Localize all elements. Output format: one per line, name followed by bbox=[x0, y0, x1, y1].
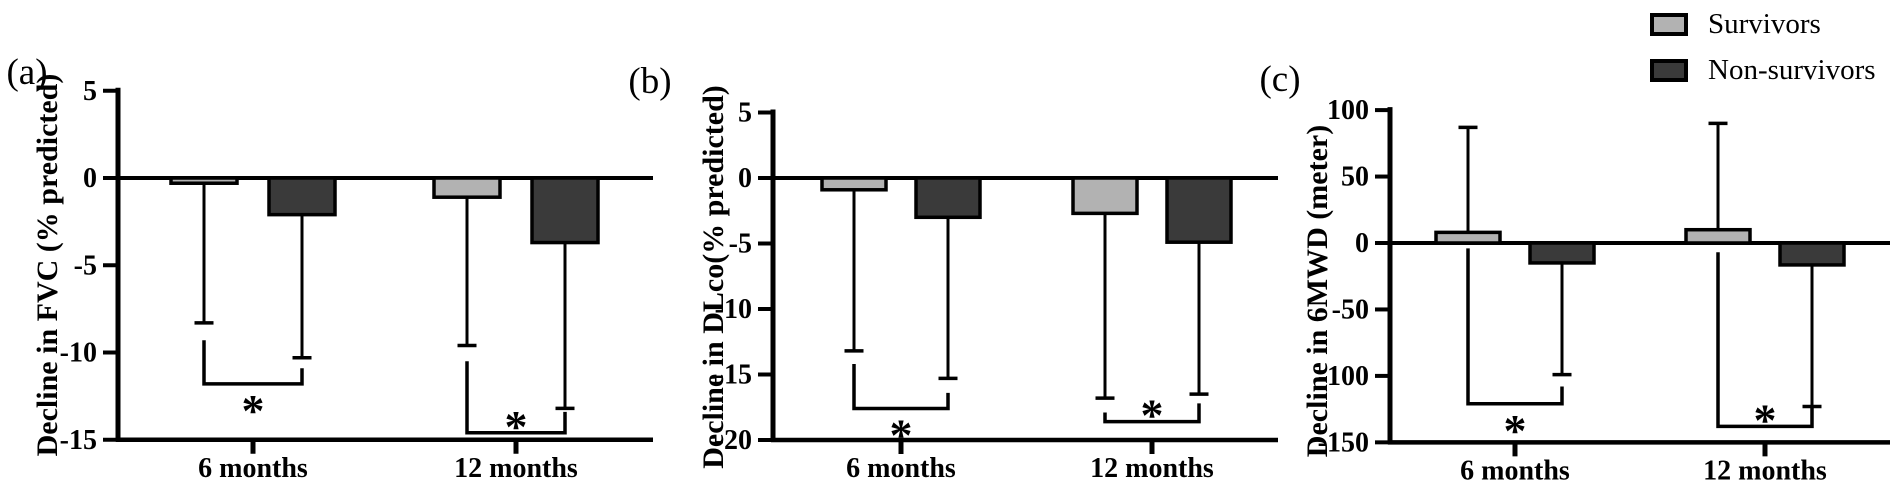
y-tick-label-50: 50 bbox=[1341, 162, 1369, 193]
y-tick-label--20: -20 bbox=[715, 425, 752, 456]
legend-label-non-survivors: Non-survivors bbox=[1708, 54, 1876, 86]
bar-non-survivors-6-months bbox=[1528, 241, 1596, 265]
y-tick-label--10: -10 bbox=[715, 294, 752, 325]
significance-bracket-12-months bbox=[1103, 403, 1201, 424]
y-tick-label--50: -50 bbox=[1332, 294, 1369, 325]
panel-b: * * 5 0 -5 -10 -15 -20 6 months 12 months bbox=[715, 98, 1278, 484]
bar-survivors-12-months bbox=[432, 176, 502, 199]
panel-a-label: (a) bbox=[6, 52, 47, 93]
panel-b-label: (b) bbox=[628, 61, 671, 102]
x-tick-label-12-months: 12 months bbox=[454, 453, 578, 484]
bar-survivors-6-months bbox=[1434, 230, 1502, 245]
y-tick-label--15: -15 bbox=[60, 425, 97, 456]
significance-bracket-6-months bbox=[202, 340, 304, 386]
x-tick-label-6-months: 6 months bbox=[1460, 455, 1570, 486]
legend-swatch-survivors bbox=[1650, 13, 1688, 36]
y-tick-label-5: 5 bbox=[83, 76, 97, 107]
y-tick-label--100: -100 bbox=[1318, 361, 1369, 392]
y-tick-label-0: 0 bbox=[738, 163, 752, 194]
panel-a-y-axis-title: Decline in FVC (% predicted) bbox=[31, 74, 64, 457]
x-tick-label-12-months: 12 months bbox=[1703, 455, 1827, 486]
y-tick-label--5: -5 bbox=[74, 250, 97, 281]
y-tick-label--15: -15 bbox=[715, 360, 752, 391]
significance-bracket-12-months bbox=[1716, 252, 1814, 429]
y-tick-label-0: 0 bbox=[1355, 228, 1369, 259]
bar-non-survivors-6-months bbox=[267, 176, 337, 217]
panel-b-y-axis-title: Decline in DLco(% predicted) bbox=[697, 85, 730, 469]
x-tick-label-12-months: 12 months bbox=[1090, 453, 1214, 484]
legend: Survivors Non-survivors bbox=[1650, 8, 1876, 87]
significance-bracket-6-months bbox=[1466, 248, 1564, 406]
y-tick-label--5: -5 bbox=[729, 229, 752, 260]
legend-item-non-survivors: Non-survivors bbox=[1650, 54, 1876, 87]
legend-swatch-non-survivors bbox=[1650, 59, 1688, 82]
legend-label-survivors: Survivors bbox=[1708, 8, 1821, 40]
y-tick-label--10: -10 bbox=[60, 338, 97, 369]
panel-a: * *50-5-10-156 months 12 months bbox=[60, 76, 653, 484]
legend-item-survivors: Survivors bbox=[1650, 8, 1876, 41]
significance-marker-12-months: * bbox=[1754, 394, 1777, 445]
significance-marker-12-months: * bbox=[1141, 390, 1164, 441]
bar-survivors-6-months bbox=[820, 176, 888, 192]
x-tick-label-6-months: 6 months bbox=[846, 453, 956, 484]
bar-survivors-6-months bbox=[169, 176, 239, 185]
panel-c-label: (c) bbox=[1259, 59, 1300, 100]
y-tick-label-0: 0 bbox=[83, 163, 97, 194]
bar-non-survivors-12-months bbox=[530, 176, 600, 245]
bar-survivors-12-months bbox=[1071, 176, 1139, 216]
significance-bracket-6-months bbox=[852, 364, 950, 411]
y-tick-label-5: 5 bbox=[738, 98, 752, 129]
bar-survivors-12-months bbox=[1684, 227, 1752, 245]
y-tick-label-100: 100 bbox=[1327, 95, 1369, 126]
bar-non-survivors-12-months bbox=[1165, 176, 1233, 244]
significance-bracket-12-months bbox=[465, 361, 567, 435]
bar-non-survivors-12-months bbox=[1778, 241, 1846, 267]
panel-c-y-axis-title: Decline in 6MWD (meter) bbox=[1301, 125, 1334, 457]
significance-marker-6-months: * bbox=[242, 385, 265, 436]
significance-marker-6-months: * bbox=[890, 410, 913, 461]
y-tick-label--150: -150 bbox=[1318, 427, 1369, 458]
x-tick-label-6-months: 6 months bbox=[198, 453, 308, 484]
bar-non-survivors-6-months bbox=[914, 176, 982, 220]
